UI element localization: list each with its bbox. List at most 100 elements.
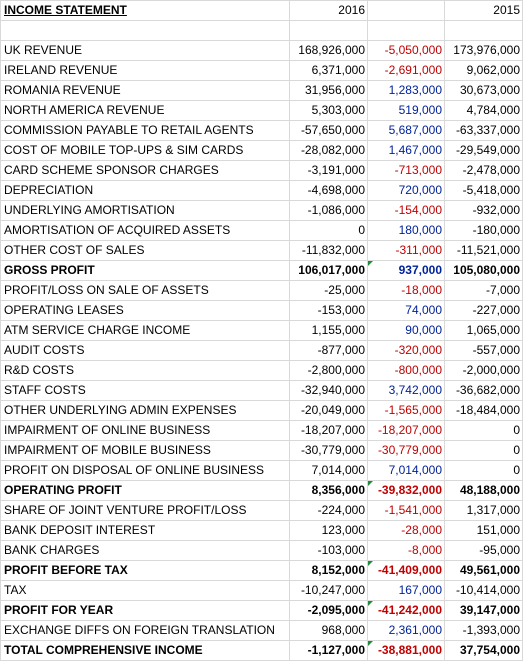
row-label[interactable]: NORTH AMERICA REVENUE bbox=[0, 100, 290, 121]
value-2015[interactable]: 9,062,000 bbox=[444, 60, 523, 81]
value-2016[interactable]: -30,779,000 bbox=[289, 440, 368, 461]
value-2015[interactable]: -95,000 bbox=[444, 540, 523, 561]
value-change[interactable]: -713,000 bbox=[367, 160, 445, 181]
row-label[interactable]: TAX bbox=[0, 580, 290, 601]
blank-cell[interactable] bbox=[444, 20, 523, 41]
value-2016[interactable]: 106,017,000 bbox=[289, 260, 368, 281]
value-change[interactable]: -18,000 bbox=[367, 280, 445, 301]
row-label[interactable]: CARD SCHEME SPONSOR CHARGES bbox=[0, 160, 290, 181]
value-2015[interactable]: 1,065,000 bbox=[444, 320, 523, 341]
value-2016[interactable]: -57,650,000 bbox=[289, 120, 368, 141]
value-change[interactable]: 2,361,000 bbox=[367, 620, 445, 641]
value-change[interactable]: -2,691,000 bbox=[367, 60, 445, 81]
row-label[interactable]: DEPRECIATION bbox=[0, 180, 290, 201]
value-2015[interactable]: 0 bbox=[444, 460, 523, 481]
value-2015[interactable]: -180,000 bbox=[444, 220, 523, 241]
value-2016[interactable]: -153,000 bbox=[289, 300, 368, 321]
value-change[interactable]: -41,242,000 bbox=[367, 600, 445, 621]
value-2016[interactable]: 8,356,000 bbox=[289, 480, 368, 501]
row-label[interactable]: OPERATING PROFIT bbox=[0, 480, 290, 501]
blank-cell[interactable] bbox=[289, 20, 368, 41]
value-2016[interactable]: 6,371,000 bbox=[289, 60, 368, 81]
row-label[interactable]: SHARE OF JOINT VENTURE PROFIT/LOSS bbox=[0, 500, 290, 521]
value-2015[interactable]: -227,000 bbox=[444, 300, 523, 321]
value-2015[interactable]: 39,147,000 bbox=[444, 600, 523, 621]
value-2015[interactable]: 151,000 bbox=[444, 520, 523, 541]
value-2016[interactable]: -1,086,000 bbox=[289, 200, 368, 221]
value-2015[interactable]: -932,000 bbox=[444, 200, 523, 221]
value-2016[interactable]: -4,698,000 bbox=[289, 180, 368, 201]
value-change[interactable]: -41,409,000 bbox=[367, 560, 445, 581]
row-label[interactable]: PROFIT FOR YEAR bbox=[0, 600, 290, 621]
value-change[interactable]: -154,000 bbox=[367, 200, 445, 221]
value-change[interactable]: 937,000 bbox=[367, 260, 445, 281]
value-change[interactable]: -1,541,000 bbox=[367, 500, 445, 521]
value-2015[interactable]: -7,000 bbox=[444, 280, 523, 301]
row-label[interactable]: ROMANIA REVENUE bbox=[0, 80, 290, 101]
row-label[interactable]: COST OF MOBILE TOP-UPS & SIM CARDS bbox=[0, 140, 290, 161]
value-2015[interactable]: -36,682,000 bbox=[444, 380, 523, 401]
value-2015[interactable]: 4,784,000 bbox=[444, 100, 523, 121]
value-2016[interactable]: -1,127,000 bbox=[289, 640, 368, 661]
row-label[interactable]: STAFF COSTS bbox=[0, 380, 290, 401]
value-2016[interactable]: 0 bbox=[289, 220, 368, 241]
value-2016[interactable]: -28,082,000 bbox=[289, 140, 368, 161]
value-2015[interactable]: -1,393,000 bbox=[444, 620, 523, 641]
row-label[interactable]: PROFIT ON DISPOSAL OF ONLINE BUSINESS bbox=[0, 460, 290, 481]
value-change[interactable]: 7,014,000 bbox=[367, 460, 445, 481]
value-change[interactable]: 74,000 bbox=[367, 300, 445, 321]
row-label[interactable]: COMMISSION PAYABLE TO RETAIL AGENTS bbox=[0, 120, 290, 141]
value-2015[interactable]: -10,414,000 bbox=[444, 580, 523, 601]
row-label[interactable]: IRELAND REVENUE bbox=[0, 60, 290, 81]
value-2016[interactable]: -103,000 bbox=[289, 540, 368, 561]
value-2015[interactable]: 105,080,000 bbox=[444, 260, 523, 281]
value-2015[interactable]: 30,673,000 bbox=[444, 80, 523, 101]
row-label[interactable]: OPERATING LEASES bbox=[0, 300, 290, 321]
value-2016[interactable]: -11,832,000 bbox=[289, 240, 368, 261]
row-label[interactable]: EXCHANGE DIFFS ON FOREIGN TRANSLATION bbox=[0, 620, 290, 641]
value-2016[interactable]: -18,207,000 bbox=[289, 420, 368, 441]
value-2016[interactable]: -3,191,000 bbox=[289, 160, 368, 181]
value-2015[interactable]: 37,754,000 bbox=[444, 640, 523, 661]
value-change[interactable]: 167,000 bbox=[367, 580, 445, 601]
row-label[interactable]: PROFIT BEFORE TAX bbox=[0, 560, 290, 581]
value-2015[interactable]: 1,317,000 bbox=[444, 500, 523, 521]
row-label[interactable]: TOTAL COMPREHENSIVE INCOME bbox=[0, 640, 290, 661]
value-change[interactable]: -28,000 bbox=[367, 520, 445, 541]
row-label[interactable]: PROFIT/LOSS ON SALE OF ASSETS bbox=[0, 280, 290, 301]
value-2015[interactable]: 48,188,000 bbox=[444, 480, 523, 501]
value-2015[interactable]: -11,521,000 bbox=[444, 240, 523, 261]
row-label[interactable]: GROSS PROFIT bbox=[0, 260, 290, 281]
year-2015-header[interactable]: 2015 bbox=[444, 0, 523, 21]
value-2015[interactable]: -557,000 bbox=[444, 340, 523, 361]
value-change[interactable]: 3,742,000 bbox=[367, 380, 445, 401]
value-change[interactable]: -8,000 bbox=[367, 540, 445, 561]
row-label[interactable]: OTHER UNDERLYING ADMIN EXPENSES bbox=[0, 400, 290, 421]
value-change[interactable]: 180,000 bbox=[367, 220, 445, 241]
value-2015[interactable]: 0 bbox=[444, 440, 523, 461]
row-label[interactable]: AUDIT COSTS bbox=[0, 340, 290, 361]
value-change[interactable]: -1,565,000 bbox=[367, 400, 445, 421]
value-2016[interactable]: 1,155,000 bbox=[289, 320, 368, 341]
row-label[interactable]: UNDERLYING AMORTISATION bbox=[0, 200, 290, 221]
row-label[interactable]: BANK CHARGES bbox=[0, 540, 290, 561]
value-change[interactable]: -39,832,000 bbox=[367, 480, 445, 501]
row-label[interactable]: IMPAIRMENT OF MOBILE BUSINESS bbox=[0, 440, 290, 461]
value-2015[interactable]: 173,976,000 bbox=[444, 40, 523, 61]
value-change[interactable]: 720,000 bbox=[367, 180, 445, 201]
value-2015[interactable]: -18,484,000 bbox=[444, 400, 523, 421]
value-change[interactable]: 1,283,000 bbox=[367, 80, 445, 101]
value-2015[interactable]: -2,478,000 bbox=[444, 160, 523, 181]
value-change[interactable]: -5,050,000 bbox=[367, 40, 445, 61]
blank-cell[interactable] bbox=[367, 20, 445, 41]
row-label[interactable]: BANK DEPOSIT INTEREST bbox=[0, 520, 290, 541]
value-2015[interactable]: -63,337,000 bbox=[444, 120, 523, 141]
value-2016[interactable]: -224,000 bbox=[289, 500, 368, 521]
row-label[interactable]: R&D COSTS bbox=[0, 360, 290, 381]
row-label[interactable]: ATM SERVICE CHARGE INCOME bbox=[0, 320, 290, 341]
blank-cell[interactable] bbox=[0, 20, 290, 41]
year-2016-header[interactable]: 2016 bbox=[289, 0, 368, 21]
statement-title[interactable]: INCOME STATEMENT bbox=[0, 0, 290, 21]
row-label[interactable]: UK REVENUE bbox=[0, 40, 290, 61]
value-2016[interactable]: -32,940,000 bbox=[289, 380, 368, 401]
